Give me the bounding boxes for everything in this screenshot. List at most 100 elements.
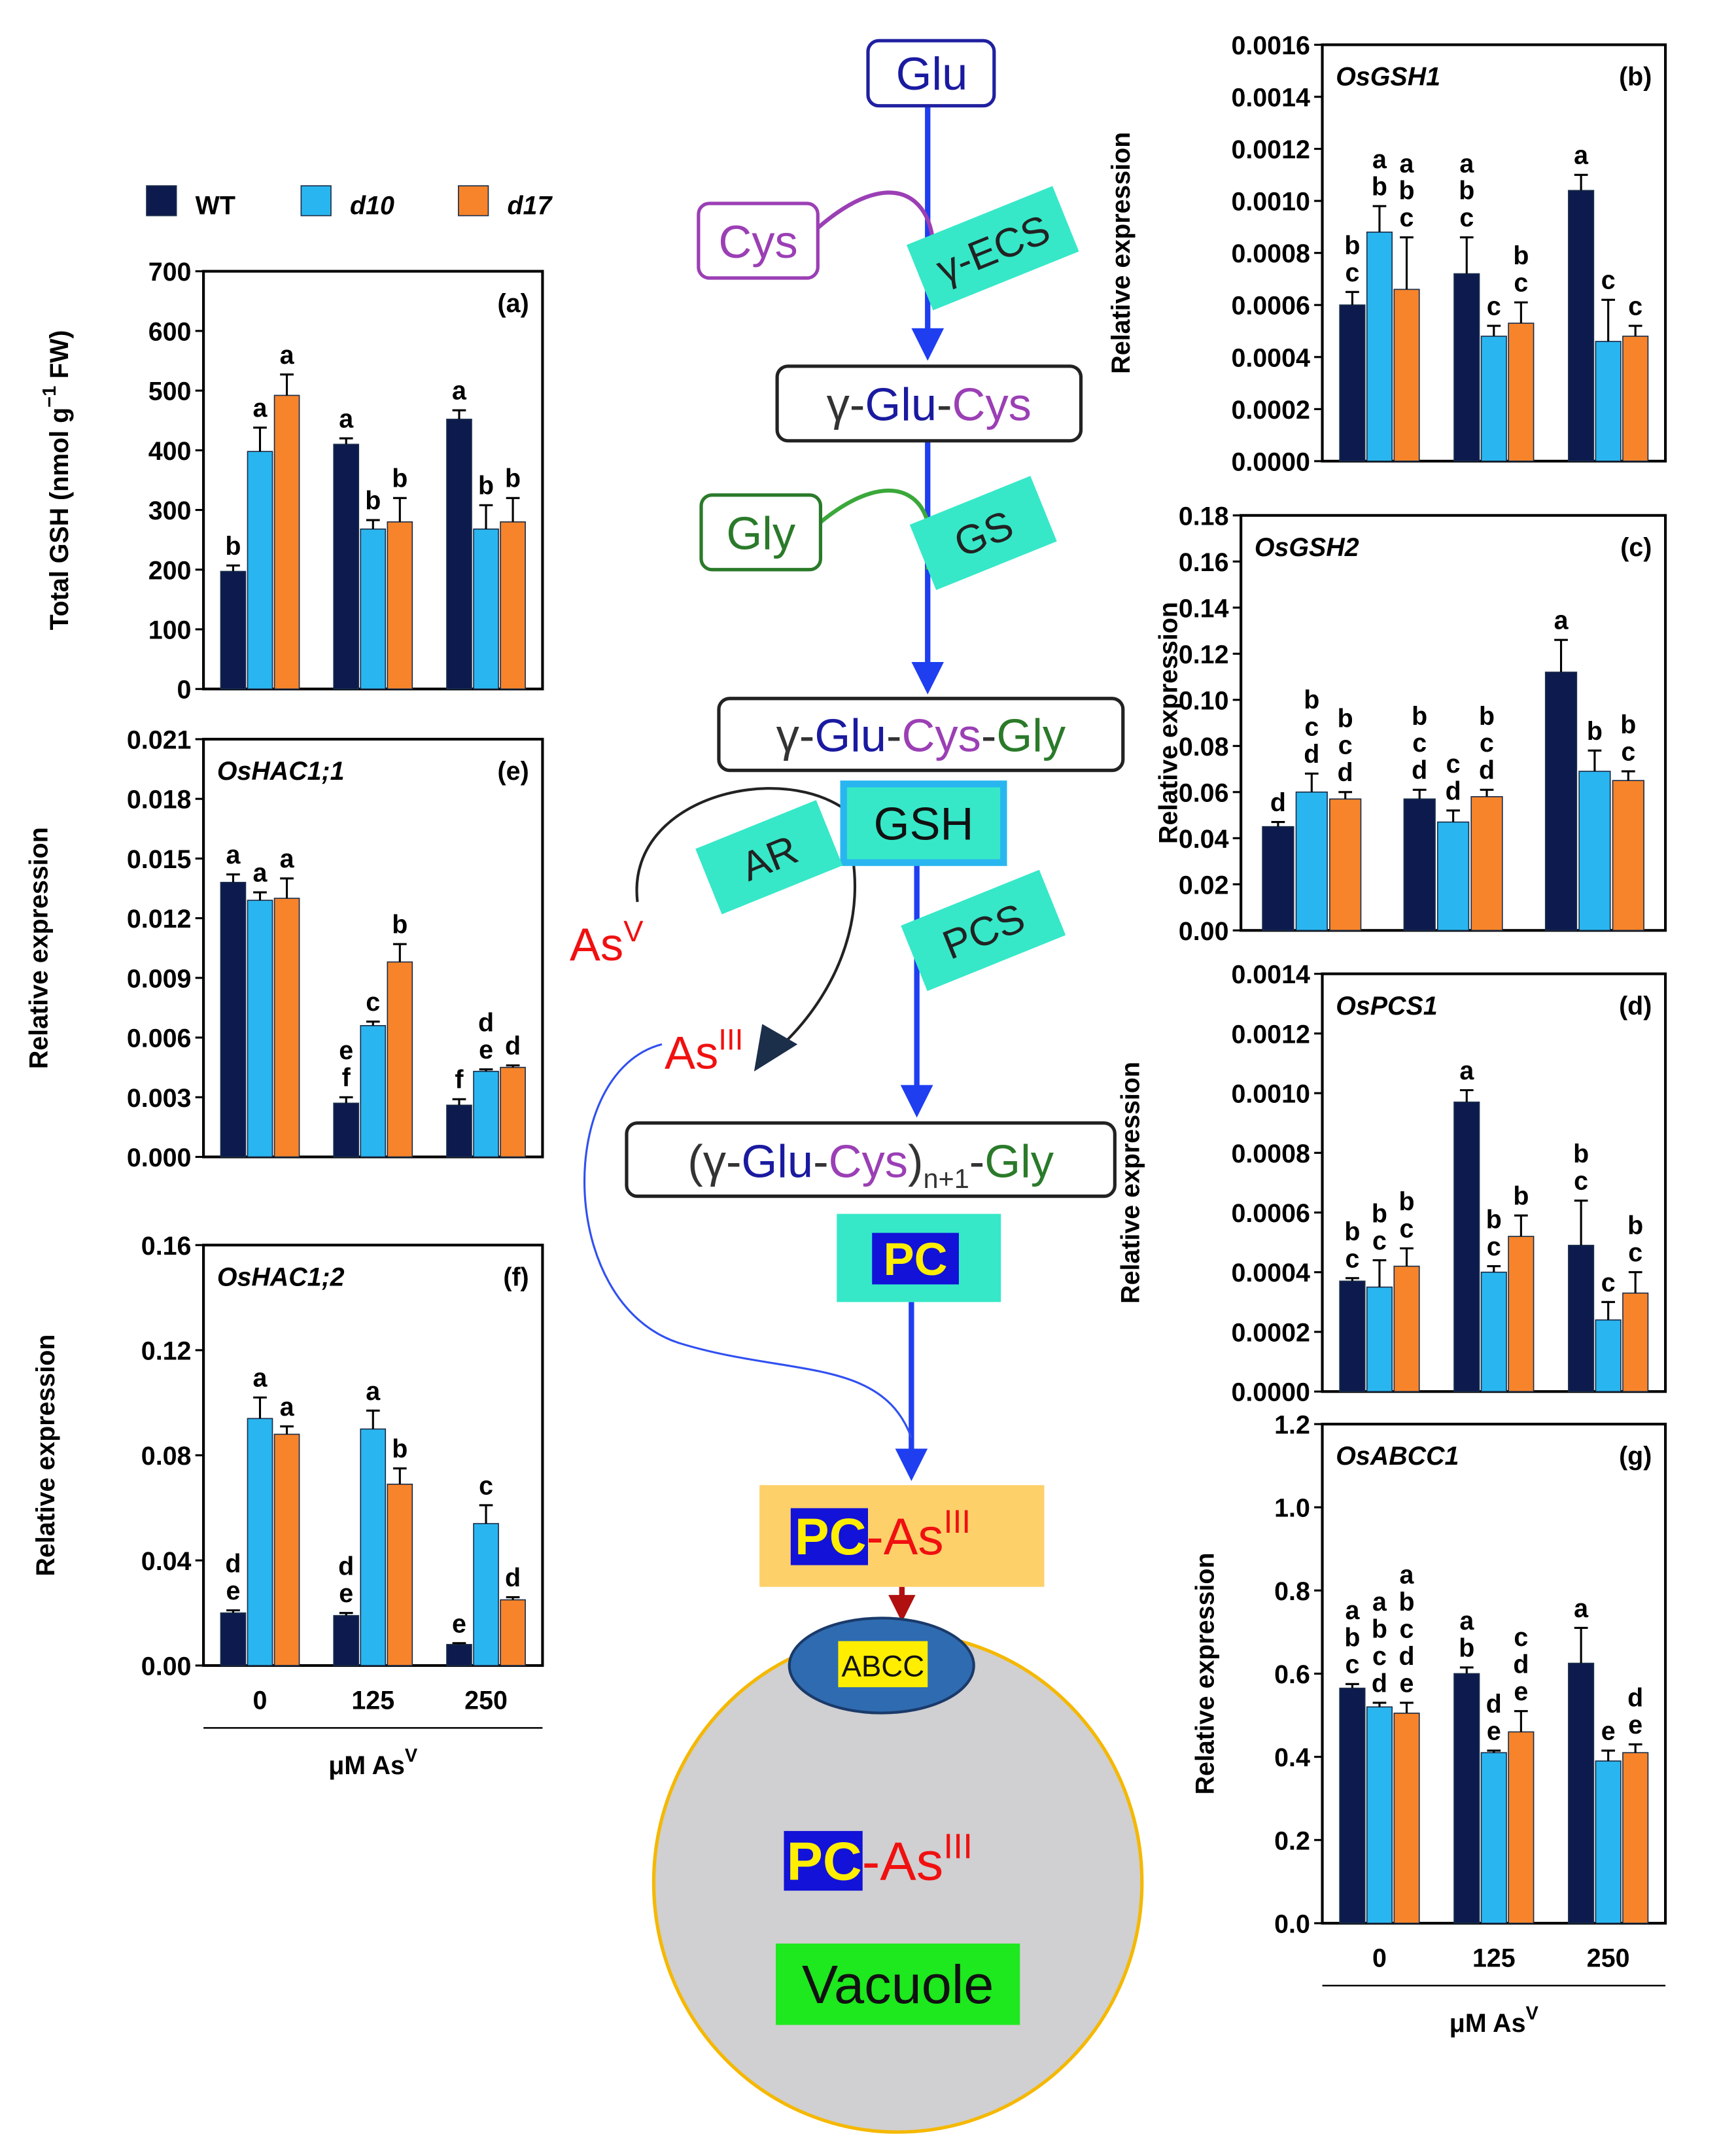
bar [1262,826,1294,932]
x-axis-label: μM AsV [1450,2003,1539,2038]
significance-letter: e [339,1579,353,1608]
y-tick-label: 0.0006 [1231,1199,1310,1228]
bar [220,1612,247,1666]
vacuole-box [776,1944,1020,2025]
bar [1453,273,1480,462]
error-bar [253,1396,267,1419]
significance-letter: a [339,404,354,433]
significance-letter: a [452,377,467,406]
bar [1508,1731,1535,1924]
node-box [840,780,1007,866]
y-axis-label: Relative expression [31,1335,60,1577]
bar [500,1599,526,1666]
significance-letter: a [1574,1594,1589,1623]
label-part: V [405,1745,418,1766]
bar [333,444,360,690]
label-part: μM As [328,1751,405,1780]
error-bar [1628,324,1642,336]
panel-label: (g) [1619,1442,1652,1471]
node-label: PC-AsIII [795,1503,971,1565]
bar [1568,1662,1595,1924]
error-bar [1372,1702,1387,1707]
y-tick-label: 0.12 [141,1336,192,1365]
error-bar [452,1098,466,1106]
significance-letter: d [505,1563,521,1592]
y-tick-label: 1.0 [1274,1494,1310,1523]
significance-letter: b [1398,1187,1414,1216]
node-label: PC [884,1233,948,1285]
bar [446,419,472,690]
significance-letter: b [1459,177,1474,205]
significance-letter: c [1480,729,1494,758]
t: As [570,918,623,970]
y-tick-label: 0.00 [1179,917,1229,946]
y-tick-label: 0.8 [1274,1577,1310,1606]
bar [1453,1673,1480,1924]
legend-swatch [458,185,489,217]
y-tick-label: 1.2 [1274,1410,1310,1439]
significance-letter: c [1459,203,1474,232]
significance-letter: b [1587,717,1603,746]
error-bar [506,1064,520,1068]
significance-letter: c [1628,292,1642,321]
significance-letter: d [338,1552,354,1581]
y-tick-label: 0.0014 [1231,960,1310,989]
error-bar [366,519,380,529]
significance-letter: a [1372,145,1387,174]
bar [1622,1752,1649,1924]
x-tick-label: 250 [464,1686,508,1715]
bar [360,1024,387,1158]
y-tick-label: 0.04 [141,1547,192,1576]
error-bar [226,873,240,882]
t: - [937,379,952,430]
y-tick-label: 100 [148,616,192,645]
error-bar [1400,1247,1414,1266]
enzyme-box [909,476,1057,591]
error-bar [1628,1743,1642,1753]
error-bar [1487,1749,1501,1753]
bar [1480,1752,1507,1924]
significance-letter: e [1628,1711,1642,1739]
significance-letter: c [1487,1232,1501,1261]
x-tick-label: 0 [253,1686,268,1715]
error-bar [226,1609,240,1613]
y-tick-label: 500 [148,377,192,406]
error-bar [506,497,520,522]
significance-letter: c [1574,1167,1588,1196]
error-bar [1601,1749,1616,1761]
significance-letter: e [452,1609,466,1638]
y-tick-label: 0.012 [127,905,192,934]
error-bar [479,504,493,529]
y-tick-label: 0.0004 [1231,1259,1310,1287]
y-axis-label: Relative expression [1154,602,1183,844]
error-bar [1574,173,1588,191]
bar [1595,341,1622,462]
bar [247,899,273,1158]
y-tick-label: 0.0014 [1231,83,1310,112]
bar [247,1418,273,1666]
significance-letter: e [1487,1717,1501,1745]
error-bar [1487,324,1501,336]
error-bar [1459,236,1474,274]
bar [1622,336,1649,462]
bar [273,1433,300,1666]
error-bar [1412,788,1427,799]
error-bar [479,1068,493,1072]
significance-letter: d [1372,1669,1387,1698]
significance-letter: b [1573,1140,1589,1168]
error-bar [1345,1277,1359,1282]
y-tick-label: 0.18 [1179,502,1229,531]
legend-label: WT [196,192,235,220]
chart-title: OsPCS1 [1336,992,1437,1021]
bar [273,898,300,1158]
significance-letter: b [1513,241,1529,270]
significance-letter: c [1372,1642,1387,1671]
significance-letter: c [366,988,380,1017]
significance-letter: b [1304,686,1319,714]
ar-curve [778,829,857,1049]
significance-letter: d [1304,740,1319,769]
node-label: γ-Glu-Cys [827,379,1032,430]
bar [1595,1319,1622,1393]
y-tick-label: 0.06 [1179,778,1229,807]
